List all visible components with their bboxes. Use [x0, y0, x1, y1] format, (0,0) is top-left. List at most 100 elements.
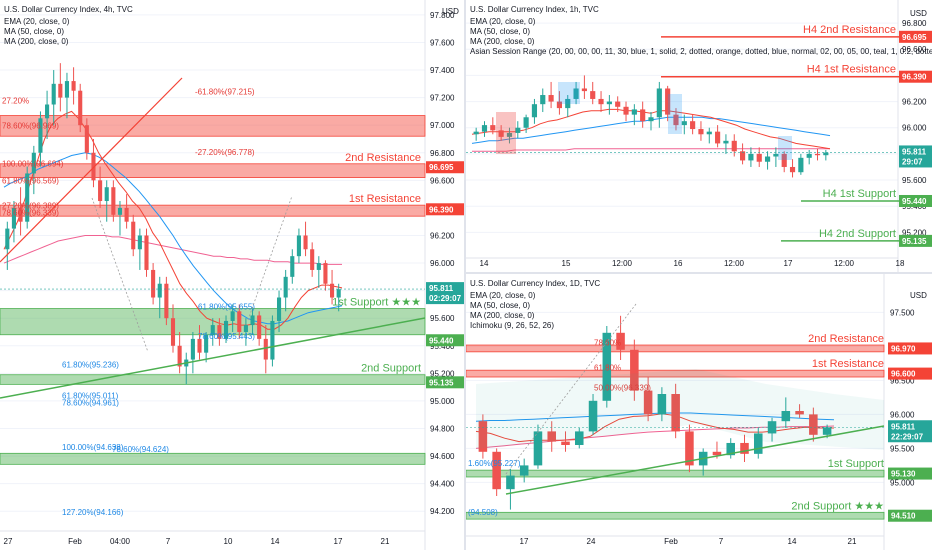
- price-tag-bg: [888, 342, 932, 355]
- candle-body: [223, 320, 229, 339]
- chart-h4-canvas[interactable]: 97.800 97.600 97.400 97.200 97.000 96.800 96.6…: [0, 0, 464, 550]
- candle-body: [263, 338, 268, 360]
- candle-body: [665, 88, 671, 115]
- candle-body: [310, 249, 315, 270]
- resistance-zone-extra: [0, 115, 426, 137]
- candle-body: [798, 157, 804, 173]
- resistance-label: 1st Resistance: [349, 193, 421, 205]
- current-price-tag-bg: [899, 145, 932, 168]
- support-zone-extra: [0, 452, 426, 465]
- chart-d1[interactable]: 97.50097.00096.50096.00095.50095.0001724…: [465, 274, 932, 550]
- candle-body: [615, 101, 621, 107]
- chart-d1-canvas[interactable]: 97.50097.00096.50096.00095.50095.0001724…: [465, 274, 932, 550]
- fib-level-label: 78.60%(96.969): [2, 121, 59, 130]
- resistance-zone: [465, 369, 885, 378]
- panel-divider-vertical[interactable]: [464, 0, 466, 550]
- price-tag-bg: [426, 334, 464, 347]
- candle-body: [170, 318, 176, 346]
- support-label: 2nd Support ★★★: [791, 500, 884, 512]
- y-tick-label: 97.500: [890, 308, 915, 317]
- candle-body: [492, 451, 501, 490]
- y-tick-label: 97.200: [430, 94, 455, 103]
- asian-session-box: [778, 136, 792, 160]
- price-tag-bg: [899, 70, 932, 83]
- candle-body: [823, 152, 829, 156]
- x-tick-label: 12:00: [834, 259, 855, 268]
- fib-level-label: -61.80%(97.215): [195, 88, 255, 97]
- currency-label: USD: [910, 9, 927, 18]
- currency-label: USD: [910, 291, 927, 300]
- price-tag: 96.695: [902, 33, 927, 42]
- indicator-legend-item: MA (50, close, 0): [470, 27, 530, 36]
- candle-body: [91, 152, 96, 181]
- candle-body: [698, 129, 704, 135]
- panel-divider-horizontal[interactable]: [466, 272, 932, 274]
- candle-body: [58, 83, 63, 98]
- candle-body: [498, 130, 504, 137]
- candle-body: [547, 431, 556, 442]
- indicator-legend-item: MA (200, close, 0): [4, 37, 69, 46]
- y-tick-label: 95.200: [430, 369, 455, 378]
- indicator-legend-item: MA (200, close, 0): [470, 311, 535, 320]
- candle-body: [131, 221, 136, 250]
- candle-body: [506, 475, 515, 490]
- candle-body: [157, 283, 162, 298]
- chart-h1[interactable]: 96.80096.60096.40096.20096.00095.80095.6…: [466, 0, 932, 272]
- fib-level-label: 127.20%(94.166): [62, 508, 124, 517]
- candle-body: [581, 88, 587, 92]
- candle-body: [104, 187, 109, 202]
- candle-body: [630, 349, 639, 391]
- candle-body: [25, 173, 30, 222]
- candle-body: [748, 153, 754, 161]
- candle-body: [616, 332, 625, 350]
- chart-symbol-title: U.S. Dollar Currency Index, 1h, TVC: [470, 5, 599, 14]
- support-level-label: H4 1st Support: [823, 188, 896, 200]
- fib-level-label: 78.60%: [594, 338, 621, 347]
- current-price-tag: 95.811: [429, 284, 454, 293]
- candle-body: [809, 414, 818, 435]
- candle-body: [515, 127, 521, 133]
- candle-body: [673, 114, 679, 126]
- indicator-legend-item: MA (50, close, 0): [4, 27, 64, 36]
- candle-body: [124, 207, 129, 222]
- fib-level-label: 100.00%(96.694): [2, 159, 64, 168]
- y-tick-label: 96.000: [430, 259, 455, 268]
- candle-body: [243, 325, 248, 332]
- candle-body: [111, 187, 116, 215]
- x-tick-label: 10: [224, 537, 233, 546]
- fib-level-label: 78.60%(96.339): [2, 208, 59, 217]
- support-label: 1st Support ★★★: [332, 297, 421, 309]
- price-tag: 96.390: [429, 205, 454, 214]
- candle-body: [685, 431, 694, 466]
- candle-body: [330, 283, 335, 298]
- x-tick-label: Feb: [68, 537, 82, 546]
- y-tick-label: 95.000: [890, 478, 915, 487]
- price-tag: 96.600: [891, 370, 916, 379]
- current-price-tag: 95.811: [902, 147, 927, 156]
- fib-connector-line: [247, 195, 293, 321]
- candle-body: [657, 394, 667, 415]
- chart-h4[interactable]: 97.800 97.600 97.400 97.200 97.000 96.800 96.6…: [0, 0, 464, 550]
- candle-body: [137, 235, 142, 250]
- candle-body: [257, 315, 262, 339]
- y-tick-label: 95.400: [430, 342, 455, 351]
- candle-body: [648, 117, 654, 122]
- resistance-level-label: H4 2nd Resistance: [803, 24, 896, 36]
- price-tag: 96.390: [902, 73, 927, 82]
- y-tick-label: 97.400: [430, 66, 455, 75]
- resistance-label: 2nd Resistance: [808, 333, 884, 345]
- y-tick-label: 96.000: [902, 124, 927, 133]
- candle-body: [623, 106, 629, 115]
- fib-level-label: 78.60%(94.961): [62, 398, 119, 407]
- ma50-line: [475, 412, 835, 422]
- chart-h1-canvas[interactable]: 96.80096.60096.40096.20096.00095.80095.6…: [466, 0, 932, 272]
- support-zone: [465, 469, 885, 478]
- x-tick-label: 16: [674, 259, 683, 268]
- x-tick-label: 21: [848, 537, 857, 546]
- candle-body: [656, 88, 662, 118]
- price-tag-bg: [899, 194, 932, 207]
- candle-body: [237, 311, 242, 332]
- x-tick-label: 04:00: [110, 537, 131, 546]
- price-tag: 94.510: [891, 512, 916, 521]
- resistance-trendline: [0, 77, 183, 263]
